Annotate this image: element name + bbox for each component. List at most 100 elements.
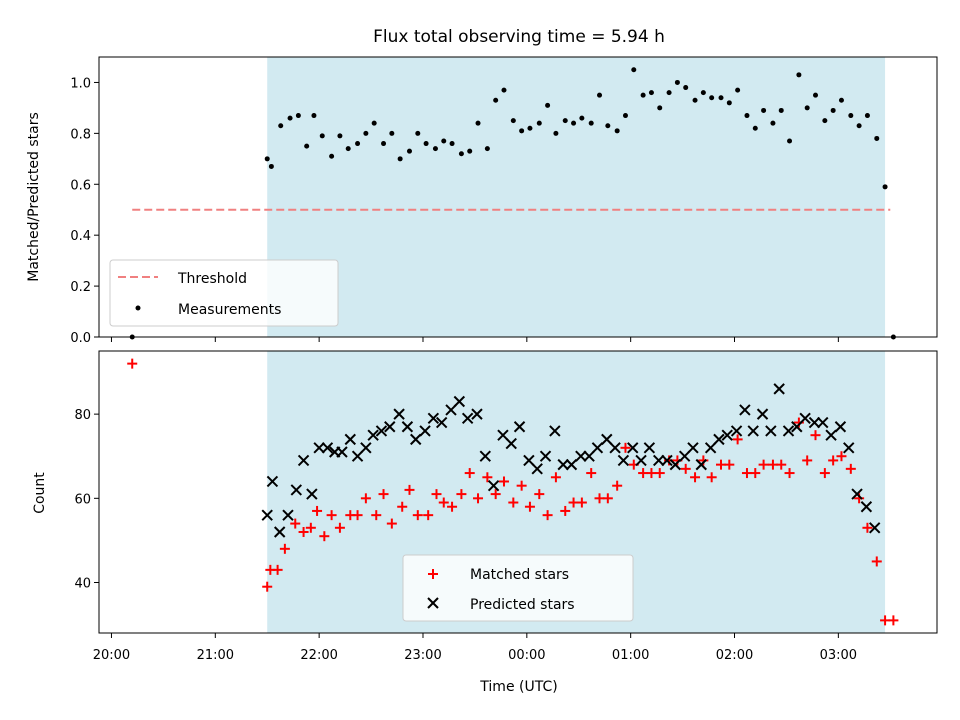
predicted-star-point [617, 454, 630, 467]
matched-star-point [319, 531, 330, 542]
predicted-star-point [747, 425, 759, 437]
predicted-star-point [627, 442, 639, 454]
predicted-star-point [336, 446, 348, 458]
top-panel-frame [98, 56, 938, 338]
matched-star-point [680, 463, 691, 474]
measurement-point [882, 184, 888, 190]
bottom-y-tick-label: 80 [74, 408, 91, 423]
predicted-star-point [843, 442, 855, 454]
top-legend [109, 259, 339, 327]
matched-star-point [262, 581, 273, 592]
predicted-star-point [266, 475, 279, 488]
matched-star-point [482, 472, 493, 483]
bottom-y-tick-label: 40 [74, 576, 91, 591]
measurement-point [553, 130, 559, 136]
predicted-star-point [513, 421, 526, 433]
x-tick-label: 23:00 [404, 648, 441, 663]
predicted-star-point [297, 454, 310, 467]
legend-predicted-swatch [427, 597, 439, 609]
measurement-point [674, 79, 680, 85]
matched-star-point [360, 493, 371, 504]
matched-star-point [542, 510, 553, 521]
top-y-tick-label: 1.0 [70, 76, 91, 91]
predicted-star-point [799, 412, 811, 425]
predicted-star-point [756, 408, 769, 420]
legend-matched-label: Matched stars [470, 567, 569, 583]
predicted-star-point [739, 404, 751, 416]
matched-star-point [127, 358, 138, 369]
predicted-star-point [695, 458, 707, 471]
chart-title: Flux total observing time = 5.94 h [373, 27, 665, 47]
predicted-star-point [817, 416, 829, 429]
predicted-star-point [531, 463, 543, 475]
matched-star-point [386, 518, 397, 529]
matched-star-point [802, 455, 813, 466]
predicted-star-point [453, 395, 466, 408]
matched-star-point [438, 497, 449, 508]
measurement-point [597, 92, 603, 98]
predicted-star-point [643, 442, 656, 454]
x-tick-label: 00:00 [508, 648, 545, 663]
measurement-point [406, 148, 412, 154]
predicted-star-point [497, 429, 509, 441]
measurement-point [493, 97, 499, 103]
predicted-star-point [435, 416, 448, 429]
matched-star-point [828, 455, 839, 466]
predicted-star-point [661, 454, 673, 467]
measurement-point [657, 105, 663, 111]
measurement-point [527, 125, 533, 131]
predicted-star-point [583, 450, 595, 462]
measurement-point [579, 115, 585, 121]
matched-star-point [690, 472, 701, 483]
matched-star-point [732, 434, 743, 445]
predicted-star-point [782, 425, 795, 437]
measurement-point [666, 90, 672, 96]
measurement-point [614, 128, 620, 134]
x-tick-label: 20:00 [93, 648, 130, 663]
predicted-star-point [351, 450, 364, 462]
predicted-star-point [539, 450, 552, 462]
legend-predicted-label: Predicted stars [470, 597, 575, 613]
predicted-star-point [523, 454, 535, 467]
predicted-star-point [427, 412, 440, 425]
predicted-star-point [419, 425, 431, 437]
predicted-star-point [704, 442, 717, 454]
matched-star-point [298, 526, 309, 537]
matched-star-point [810, 430, 821, 441]
predicted-star-point [834, 421, 847, 433]
measurement-point [838, 97, 844, 103]
measurement-point [822, 118, 828, 124]
matched-star-point [272, 564, 283, 575]
measurement-point [744, 113, 750, 119]
predicted-star-point [321, 442, 334, 454]
top-y-tick-label: 0.0 [70, 331, 91, 346]
bottom-panel: 40 60 80 20:00 21:00 22:00 23:00 00:00 01:00 02:0… [74, 350, 938, 663]
matched-star-point [654, 468, 665, 479]
predicted-star-point [367, 429, 379, 441]
predicted-star-point [652, 454, 665, 467]
matched-star-point [560, 505, 571, 516]
measurement-point [864, 113, 870, 119]
matched-star-point [706, 472, 717, 483]
predicted-star-point [261, 509, 273, 521]
measurement-point [423, 141, 429, 147]
matched-star-point [871, 556, 882, 567]
predicted-star-point [687, 442, 699, 454]
predicted-star-point [505, 437, 517, 450]
top-y-axis-title: Matched/Predicted stars [26, 112, 42, 282]
matched-star-point [290, 518, 301, 529]
measurement-point [622, 113, 628, 119]
measurement-point [501, 87, 507, 93]
measurement-point [458, 151, 464, 157]
predicted-star-point [306, 488, 318, 500]
predicted-star-point [868, 522, 881, 534]
matched-star-point [490, 489, 501, 500]
top-y-tick-label: 0.4 [70, 229, 91, 244]
predicted-star-point [375, 425, 388, 437]
predicted-star-point [565, 458, 578, 471]
measurement-point [830, 107, 836, 113]
top-panel: 0.0 0.2 0.4 0.6 0.8 1.0 Threshold Measurements [70, 56, 938, 346]
measurement-point [536, 120, 542, 126]
predicted-star-point [410, 433, 422, 446]
